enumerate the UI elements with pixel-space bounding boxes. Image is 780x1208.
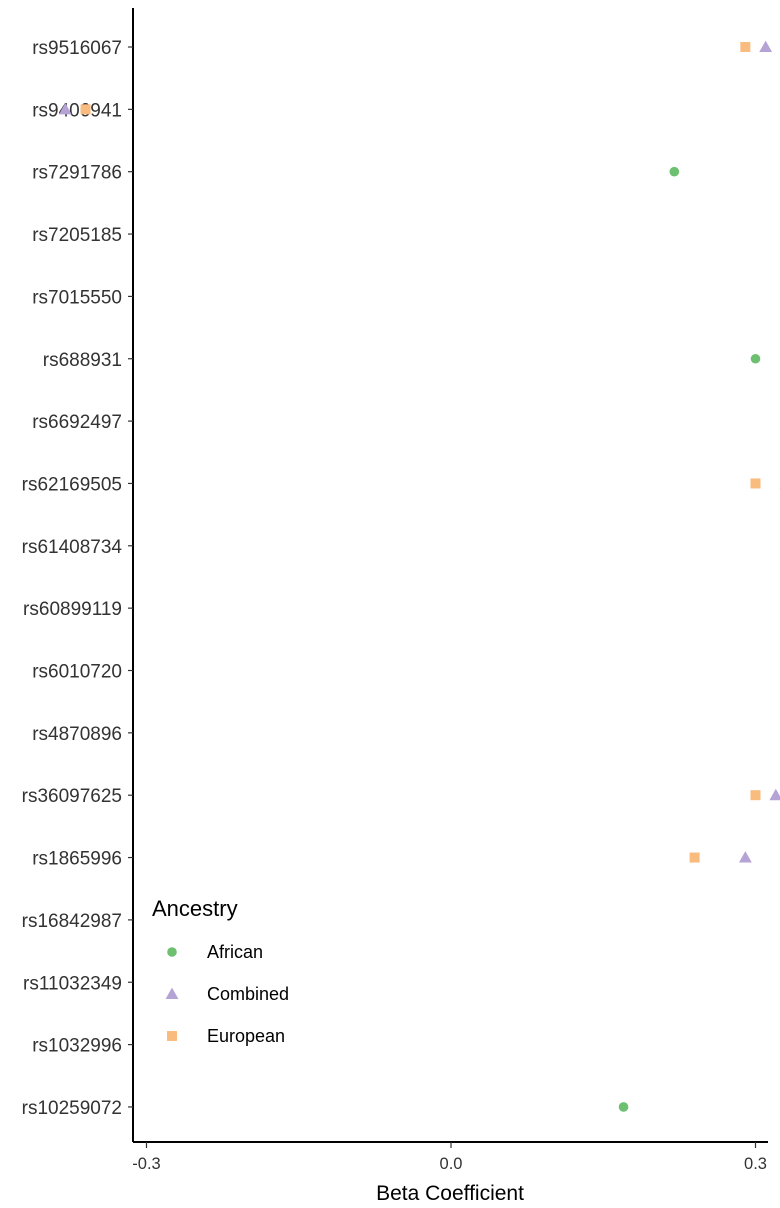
- y-tick-label: rs7205185: [32, 225, 122, 246]
- legend-key-combined: [165, 987, 179, 999]
- legend-key-african: [167, 947, 177, 957]
- point-african-rs10259072: [618, 1102, 629, 1112]
- y-tick-label: rs7291786: [32, 163, 122, 184]
- legend: Ancestry African Combined European: [152, 896, 289, 1046]
- point-african-rs688931: [750, 353, 761, 364]
- y-tick-label: rs36097625: [22, 786, 122, 807]
- y-tick-label: rs1865996: [32, 849, 122, 870]
- point-european-rs1865996: [689, 852, 700, 863]
- legend-key-european: [167, 1031, 177, 1041]
- x-axis-title: Beta Coefficient: [376, 1182, 524, 1205]
- legend-title: Ancestry: [152, 896, 238, 921]
- y-tick-label: rs11032349: [23, 973, 122, 994]
- point-combined-rs1865996: [738, 851, 752, 863]
- point-european-rs9406941: [80, 104, 91, 115]
- y-tick-label: rs688931: [43, 350, 122, 371]
- legend-label-african: African: [207, 942, 263, 962]
- y-tick-label: rs60899119: [23, 599, 122, 620]
- y-tick-label: rs9516067: [32, 38, 122, 59]
- data-points: [58, 40, 780, 1112]
- x-tick-label: -0.3: [132, 1155, 160, 1173]
- y-tick-label: rs61408734: [22, 537, 123, 558]
- x-axis-ticks: -1.5-1.2-0.9-0.6-0.30.00.30.60.91.21.5: [132, 1142, 767, 1173]
- y-tick-label: rs6010720: [32, 662, 122, 683]
- legend-items: African Combined European: [165, 942, 289, 1046]
- y-tick-label: rs7015550: [32, 287, 122, 308]
- y-tick-label: rs9406941: [32, 100, 122, 121]
- y-tick-label: rs16842987: [22, 911, 122, 932]
- x-tick-label: 0.3: [744, 1155, 767, 1173]
- legend-label-combined: Combined: [207, 984, 289, 1004]
- y-tick-label: rs6692497: [32, 412, 122, 433]
- point-european-rs9516067: [740, 42, 751, 52]
- y-tick-label: rs10259072: [22, 1098, 122, 1119]
- y-tick-label: rs62169505: [22, 474, 122, 495]
- snp-labels: rs9516067 rs9406941 rs7291786 rs7205185 rs70…: [22, 38, 133, 1119]
- y-tick-label: rs1032996: [32, 1036, 122, 1057]
- y-tick-label: rs4870896: [32, 724, 122, 745]
- point-european-rs36097625: [750, 790, 761, 801]
- point-african-rs7291786: [669, 166, 680, 177]
- point-combined-rs9516067: [759, 40, 773, 52]
- point-combined-rs9406941: [58, 102, 72, 115]
- legend-label-european: European: [207, 1026, 285, 1046]
- x-tick-label: 0.0: [440, 1155, 463, 1173]
- point-combined-rs36097625: [769, 788, 780, 801]
- point-european-rs62169505: [750, 478, 761, 489]
